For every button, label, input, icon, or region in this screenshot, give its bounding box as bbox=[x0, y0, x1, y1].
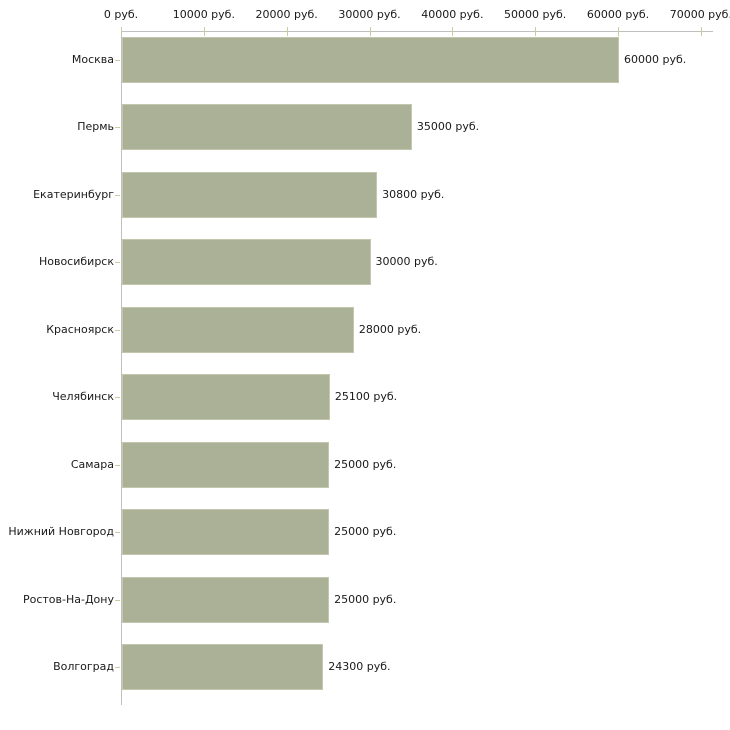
x-tick-mark bbox=[121, 27, 122, 36]
category-tick-mark bbox=[115, 194, 120, 196]
value-label: 30000 руб. bbox=[375, 255, 438, 269]
x-tick-mark bbox=[286, 27, 288, 36]
bar bbox=[122, 306, 354, 353]
bar bbox=[122, 509, 330, 556]
x-tick-label: 50000 руб. bbox=[504, 8, 567, 21]
category-tick-mark bbox=[115, 397, 120, 399]
category-tick-mark bbox=[115, 127, 120, 129]
category-label: Волгоград bbox=[53, 659, 114, 673]
bar bbox=[122, 374, 330, 421]
x-tick-label: 0 руб. bbox=[103, 8, 139, 21]
x-tick-mark bbox=[618, 27, 619, 36]
category-tick-mark bbox=[115, 666, 120, 668]
x-tick-mark bbox=[700, 27, 702, 36]
category-tick-mark bbox=[115, 532, 120, 534]
bar bbox=[122, 239, 371, 286]
x-tick-label: 70000 руб. bbox=[669, 8, 730, 21]
bar bbox=[122, 171, 378, 218]
x-tick-mark bbox=[535, 27, 537, 36]
category-label: Новосибирск bbox=[38, 255, 114, 269]
category-label: Челябинск bbox=[52, 390, 114, 404]
bar bbox=[122, 576, 330, 623]
category-label: Москва bbox=[71, 53, 114, 66]
x-tick-mark bbox=[369, 27, 371, 36]
category-label: Нижний Новгород bbox=[8, 525, 114, 539]
y-axis-line bbox=[121, 31, 122, 705]
x-axis-line bbox=[121, 31, 713, 32]
bar bbox=[122, 643, 324, 690]
category-label: Пермь bbox=[77, 120, 114, 134]
value-label: 35000 руб. bbox=[416, 120, 480, 134]
category-label: Ростов-На-Дону bbox=[22, 592, 114, 606]
category-label: Самара bbox=[70, 457, 114, 471]
x-tick-label: 10000 руб. bbox=[172, 8, 235, 21]
value-label: 28000 руб. bbox=[358, 322, 422, 336]
category-tick-mark bbox=[115, 60, 120, 61]
bar bbox=[122, 104, 412, 151]
category-tick-mark bbox=[115, 464, 120, 466]
value-label: 25000 руб. bbox=[334, 592, 397, 606]
bar bbox=[122, 37, 619, 83]
x-tick-label: 60000 руб. bbox=[586, 8, 650, 21]
value-label: 25000 руб. bbox=[334, 525, 397, 539]
x-tick-label: 20000 руб. bbox=[255, 8, 318, 21]
x-tick-label: 40000 руб. bbox=[421, 8, 484, 21]
category-label: Екатеринбург bbox=[33, 187, 114, 201]
value-label: 24300 руб. bbox=[328, 659, 391, 673]
x-tick-mark bbox=[452, 27, 454, 36]
bar bbox=[122, 441, 330, 488]
category-tick-mark bbox=[115, 329, 120, 331]
value-label: 30800 руб. bbox=[382, 187, 445, 201]
category-tick-mark bbox=[115, 599, 120, 601]
value-label: 60000 руб. bbox=[624, 53, 687, 66]
value-label: 25100 руб. bbox=[334, 390, 398, 404]
x-tick-mark bbox=[203, 27, 205, 36]
x-tick-label: 30000 руб. bbox=[338, 8, 401, 21]
category-label: Красноярск bbox=[46, 322, 114, 336]
value-label: 25000 руб. bbox=[334, 457, 397, 471]
category-tick-mark bbox=[115, 262, 120, 264]
